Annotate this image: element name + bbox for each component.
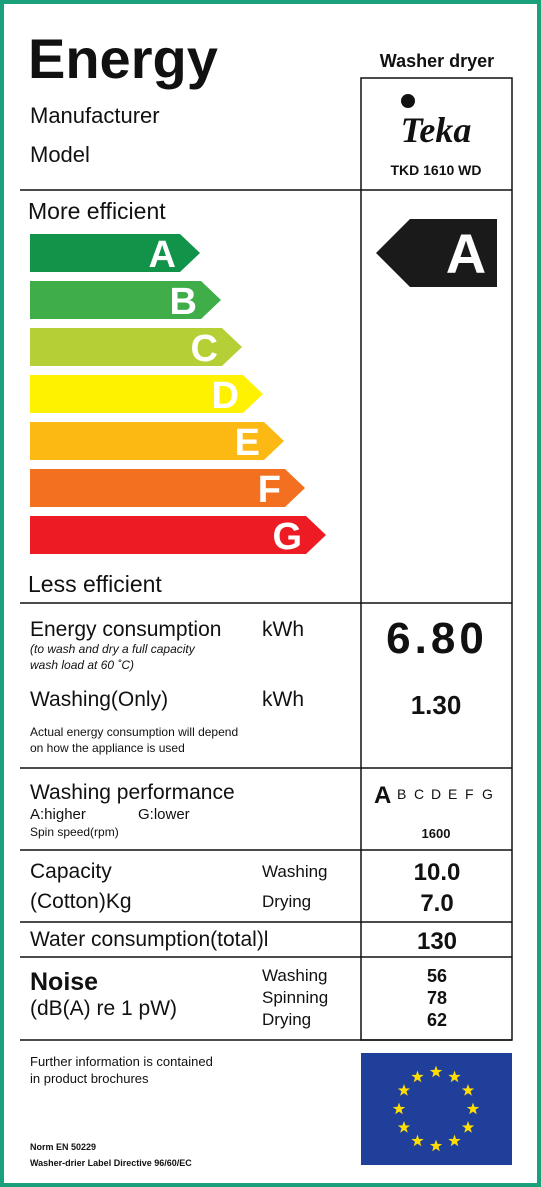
efficiency-class: G — [272, 516, 302, 558]
eu-star — [397, 1121, 411, 1133]
performance-class: B — [397, 786, 406, 802]
eu-star — [392, 1102, 406, 1115]
efficiency-class: E — [235, 422, 260, 464]
footer-directive: Washer-drier Label Directive 96/60/EC — [30, 1158, 192, 1168]
noise-value: 62 — [427, 1010, 447, 1030]
eu-star — [429, 1139, 443, 1152]
manufacturer-label: Manufacturer — [30, 103, 160, 128]
less-efficient: Less efficient — [28, 571, 162, 597]
more-efficient: More efficient — [28, 198, 166, 224]
washing-value: 1.30 — [411, 690, 462, 720]
noise-value: 56 — [427, 966, 447, 986]
noise-item: Spinning — [262, 988, 328, 1007]
capacity-washing-label: Washing — [262, 862, 328, 881]
efficiency-bar — [30, 281, 221, 319]
efficiency-bar — [30, 422, 284, 460]
noise-item: Drying — [262, 1010, 311, 1029]
eu-star — [448, 1134, 461, 1147]
energy-note: wash load at 60 ˚C) — [30, 658, 134, 672]
capacity-drying-label: Drying — [262, 892, 311, 911]
washing-note: Actual energy consumption will depend — [30, 725, 238, 739]
capacity-label: Capacity — [30, 860, 112, 883]
efficiency-bar — [30, 375, 263, 413]
eu-star — [461, 1084, 475, 1096]
energy-value: 6.80 — [386, 614, 488, 663]
spin-value: 1600 — [422, 826, 451, 841]
efficiency-class: C — [191, 328, 218, 370]
eu-star — [461, 1121, 475, 1133]
performance-label: Washing performance — [30, 781, 235, 804]
efficiency-bar — [30, 469, 305, 507]
performance-class: F — [465, 786, 474, 802]
performance-class: G — [482, 786, 493, 802]
spin-label: Spin speed(rpm) — [30, 825, 119, 839]
product-type: Washer dryer — [380, 51, 494, 71]
efficiency-rating: A — [446, 222, 486, 285]
energy-unit: kWh — [262, 618, 304, 641]
footer-info: in product brochures — [30, 1071, 149, 1086]
energy-label: Energy consumption — [30, 618, 221, 641]
washing-note: on how the appliance is used — [30, 741, 185, 755]
eu-star — [411, 1070, 424, 1083]
efficiency-class: F — [258, 469, 281, 511]
water-label: Water consumption(total)l — [30, 928, 268, 951]
water-value: 130 — [417, 928, 457, 955]
footer-norm: Norm EN 50229 — [30, 1142, 96, 1152]
footer-info: Further information is contained — [30, 1054, 213, 1069]
performance-class: E — [448, 786, 457, 802]
capacity-drying-value: 7.0 — [420, 890, 453, 917]
noise-item: Washing — [262, 966, 328, 985]
performance-rating: A — [374, 782, 391, 809]
performance-higher: A:higher — [30, 806, 86, 823]
performance-class: D — [431, 786, 441, 802]
eu-star — [429, 1065, 443, 1078]
efficiency-bar — [30, 328, 242, 366]
energy-note: (to wash and dry a full capacity — [30, 642, 196, 656]
efficiency-bar — [30, 234, 200, 272]
logo-dot — [401, 94, 415, 108]
noise-label: Noise — [30, 968, 98, 996]
eu-star — [397, 1084, 411, 1096]
performance-lower: G:lower — [138, 806, 190, 823]
efficiency-bar — [30, 516, 326, 554]
eu-star — [448, 1070, 461, 1083]
noise-value: 78 — [427, 988, 447, 1008]
eu-star — [411, 1134, 424, 1147]
rating-arrow — [376, 219, 497, 287]
efficiency-class: B — [170, 281, 197, 323]
washing-label: Washing(Only) — [30, 688, 168, 711]
brand: Teka — [401, 110, 472, 150]
model-label: Model — [30, 142, 90, 167]
efficiency-class: A — [149, 234, 176, 276]
noise-unit: (dB(A) re 1 pW) — [30, 997, 177, 1020]
title: Energy — [28, 27, 218, 90]
capacity-washing-value: 10.0 — [414, 859, 461, 886]
model: TKD 1610 WD — [390, 162, 481, 178]
capacity-label: (Cotton)Kg — [30, 890, 132, 913]
efficiency-class: D — [212, 375, 239, 417]
eu-star — [466, 1102, 480, 1115]
performance-class: C — [414, 786, 424, 802]
washing-unit: kWh — [262, 688, 304, 711]
